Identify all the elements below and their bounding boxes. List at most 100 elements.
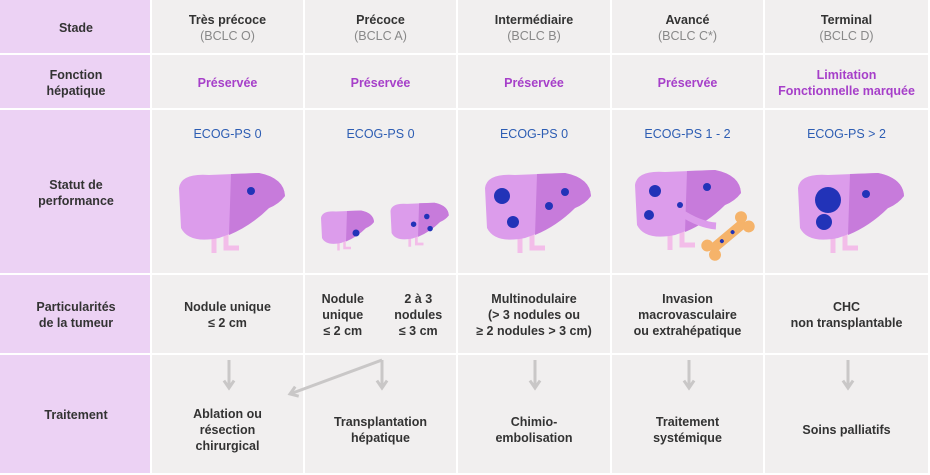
cell <box>612 0 763 53</box>
text-line: ≤ 2 cm <box>323 324 363 338</box>
row-label: Statut de performance <box>0 110 152 275</box>
cell <box>612 55 763 108</box>
shape <box>427 225 433 232</box>
stage-code: (BCLC O) <box>200 28 255 43</box>
row-label: Fonction hépatique <box>0 55 152 110</box>
stage-name: Terminal <box>820 12 873 27</box>
cell <box>0 355 150 473</box>
text-line: de la tumeur <box>38 316 114 330</box>
stage-code: (BCLC A) <box>354 28 407 43</box>
text-line: nodules <box>394 308 443 322</box>
text-line: Invasion <box>662 292 713 306</box>
cell <box>305 110 456 273</box>
liver <box>179 173 285 253</box>
text-line: Chimio- <box>510 415 558 429</box>
row-label: Stade <box>0 0 152 55</box>
ecog: ECOG-PS 0 <box>193 127 262 141</box>
shape <box>346 210 374 242</box>
text-line: Statut de <box>49 177 103 192</box>
shape <box>343 240 351 250</box>
text-line: hépatique <box>350 431 411 445</box>
ecog: ECOG-PS 1 - 2 <box>644 127 731 141</box>
arrow-head <box>841 379 855 391</box>
liver-function: Limitation Fonctionnelle marquée <box>765 55 928 110</box>
cell <box>0 275 150 353</box>
text-line: systémique <box>653 431 722 445</box>
cell <box>458 55 610 108</box>
shape <box>862 190 870 198</box>
shape <box>545 202 553 210</box>
text-line: ≤ 2 cm <box>208 316 247 330</box>
cell <box>0 55 150 108</box>
text-line: Multinodulaire <box>491 292 577 306</box>
text-line: Fonctionnelle marquée <box>778 83 915 98</box>
text-line: chirurgical <box>195 439 260 453</box>
treatment: Soins palliatifs <box>765 385 928 475</box>
text-line: (> 3 nodules ou <box>487 308 581 322</box>
row-label: Traitement <box>0 355 152 475</box>
text-line: CHC <box>832 300 861 314</box>
shape <box>848 173 904 235</box>
cell <box>0 110 150 273</box>
cell <box>458 275 610 353</box>
arrow <box>289 358 383 396</box>
shape <box>229 173 285 235</box>
shape <box>815 187 841 213</box>
shape <box>709 219 747 253</box>
arrow-head <box>222 379 236 391</box>
cell <box>612 275 763 353</box>
arrow-head <box>375 379 389 391</box>
bone <box>701 211 755 261</box>
cell <box>0 0 150 53</box>
liver-function: Préservée <box>305 55 456 110</box>
treatment: Traitement systémique <box>612 385 763 475</box>
liver <box>798 173 904 253</box>
shape <box>742 220 755 233</box>
text-line: Traitement <box>44 408 108 422</box>
text-line: Nodule <box>321 292 364 306</box>
shape <box>709 248 722 261</box>
cell <box>765 275 928 353</box>
stage: Très précoce (BCLC O) <box>152 0 303 55</box>
shape <box>529 233 545 251</box>
liver-function: Préservée <box>152 55 303 110</box>
arrow-head <box>682 379 696 391</box>
text-line: résection <box>199 423 256 437</box>
shape <box>644 210 654 220</box>
cell <box>305 275 456 353</box>
liver-function: Préservée <box>458 55 610 110</box>
text-line: performance <box>38 193 114 208</box>
liver <box>485 173 591 253</box>
tumour: Nodule unique ≤ 2 cm <box>152 275 303 355</box>
text-line: Transplantation <box>333 415 428 429</box>
shape <box>842 233 858 251</box>
text-line: Fonction <box>49 67 103 82</box>
cell <box>152 0 303 53</box>
shape <box>414 235 424 246</box>
stage-code: (BCLC B) <box>507 28 561 43</box>
text-line: 2 à 3 <box>404 292 433 306</box>
shape <box>352 229 360 237</box>
tumour: 2 à 3 nodules ≤ 3 cm <box>381 275 457 355</box>
cell <box>458 0 610 53</box>
tumour: Invasion macrovasculaire ou extrahépatique <box>612 275 763 355</box>
shape <box>223 233 239 251</box>
shape <box>730 230 735 235</box>
shape <box>494 188 510 204</box>
shape <box>424 213 430 220</box>
shape <box>649 185 661 197</box>
text-line: Préservée <box>197 75 258 90</box>
text-line: Préservée <box>350 75 411 90</box>
text-line: Préservée <box>657 75 718 90</box>
ecog: ECOG-PS > 2 <box>807 127 886 141</box>
text-line: Traitement <box>655 415 720 429</box>
shape <box>535 173 591 235</box>
stage-name: Avancé <box>665 12 710 27</box>
treatment: Chimio-embolisation <box>458 385 610 475</box>
text-line: non transplantable <box>790 316 903 330</box>
text-line: ≥ 2 nodules > 3 cm) <box>476 324 592 338</box>
ecog: ECOG-PS 0 <box>499 127 569 141</box>
shape <box>677 202 683 208</box>
